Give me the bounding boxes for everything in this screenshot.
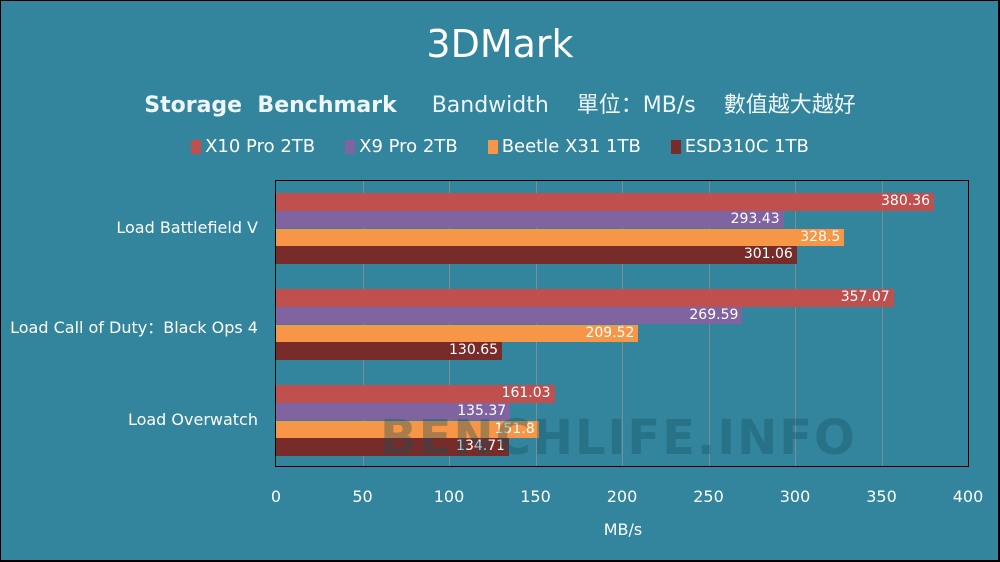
legend-label: Beetle X31 1TB <box>501 136 641 157</box>
subtitle-unit: Bandwidth 單位：MB/s 數值越大越好 <box>396 93 856 118</box>
bar-value-label: 135.37 <box>457 402 507 419</box>
x-tick-label: 0 <box>270 487 282 506</box>
bar: 269.59 <box>276 306 743 325</box>
bar: 151.8 <box>276 420 539 439</box>
category-label: Load Call of Duty：Black Ops 4 <box>10 318 258 337</box>
legend-swatch <box>345 139 356 154</box>
x-tick-label: 50 <box>352 487 373 506</box>
chart-title: 3DMark <box>426 22 574 66</box>
category-label: Load Battlefield V <box>116 218 258 237</box>
bar-value-label: 293.43 <box>730 210 780 227</box>
x-tick-label: 150 <box>520 487 551 506</box>
bar-value-label: 380.36 <box>881 193 931 209</box>
chart-subtitle: Storage Benchmark Bandwidth 單位：MB/s 數值越大… <box>0 87 1000 119</box>
x-axis-label: MB/s <box>603 520 643 539</box>
x-tick-label: 250 <box>693 487 724 506</box>
bar-value-label: 130.65 <box>449 342 499 359</box>
x-tick-label: 400 <box>952 487 984 506</box>
legend-swatch <box>670 139 681 154</box>
x-tick-label: 300 <box>779 487 811 506</box>
bar: 328.5 <box>276 228 845 247</box>
bar: 130.65 <box>276 342 503 360</box>
x-tick-label: 100 <box>433 487 465 506</box>
bar-value-label: 269.59 <box>689 306 739 323</box>
bar: 209.52 <box>276 324 639 343</box>
legend-label: X9 Pro 2TB <box>359 136 458 157</box>
legend-swatch <box>191 139 202 154</box>
legend-label: ESD310C 1TB <box>684 136 809 157</box>
bar: 161.03 <box>276 385 555 403</box>
bar: 301.06 <box>276 246 797 264</box>
legend-swatch <box>487 139 498 154</box>
legend-item: ESD310C 1TB <box>670 136 809 157</box>
bar-value-label: 357.07 <box>840 289 890 305</box>
bar-value-label: 328.5 <box>800 228 841 245</box>
bar-value-label: 151.8 <box>494 420 535 437</box>
bar-value-label: 161.03 <box>501 385 551 401</box>
legend: X10 Pro 2TB X9 Pro 2TB Beetle X31 1TB ES… <box>0 136 1000 157</box>
category-label: Load Overwatch <box>127 410 258 429</box>
bar-value-label: 134.71 <box>456 438 506 455</box>
bar: 135.37 <box>276 402 511 421</box>
bar: 380.36 <box>276 193 935 211</box>
legend-item: X9 Pro 2TB <box>345 136 458 157</box>
bar: 293.43 <box>276 210 784 229</box>
legend-label: X10 Pro 2TB <box>205 136 316 157</box>
x-tick-label: 200 <box>606 487 638 506</box>
bar: 357.07 <box>276 289 894 307</box>
plot-area: 380.36 293.43 328.5 301.06 357.07 269.59 209.5… <box>275 180 969 467</box>
gridline <box>795 181 796 466</box>
x-tick-label: 350 <box>866 487 897 506</box>
subtitle-benchmark: Storage Benchmark <box>144 93 397 118</box>
legend-item: X10 Pro 2TB <box>191 136 315 157</box>
bar: 134.71 <box>276 438 510 456</box>
bar-value-label: 301.06 <box>743 246 793 263</box>
bar-value-label: 209.52 <box>585 324 635 341</box>
legend-item: Beetle X31 1TB <box>487 136 641 157</box>
gridline <box>881 181 883 466</box>
